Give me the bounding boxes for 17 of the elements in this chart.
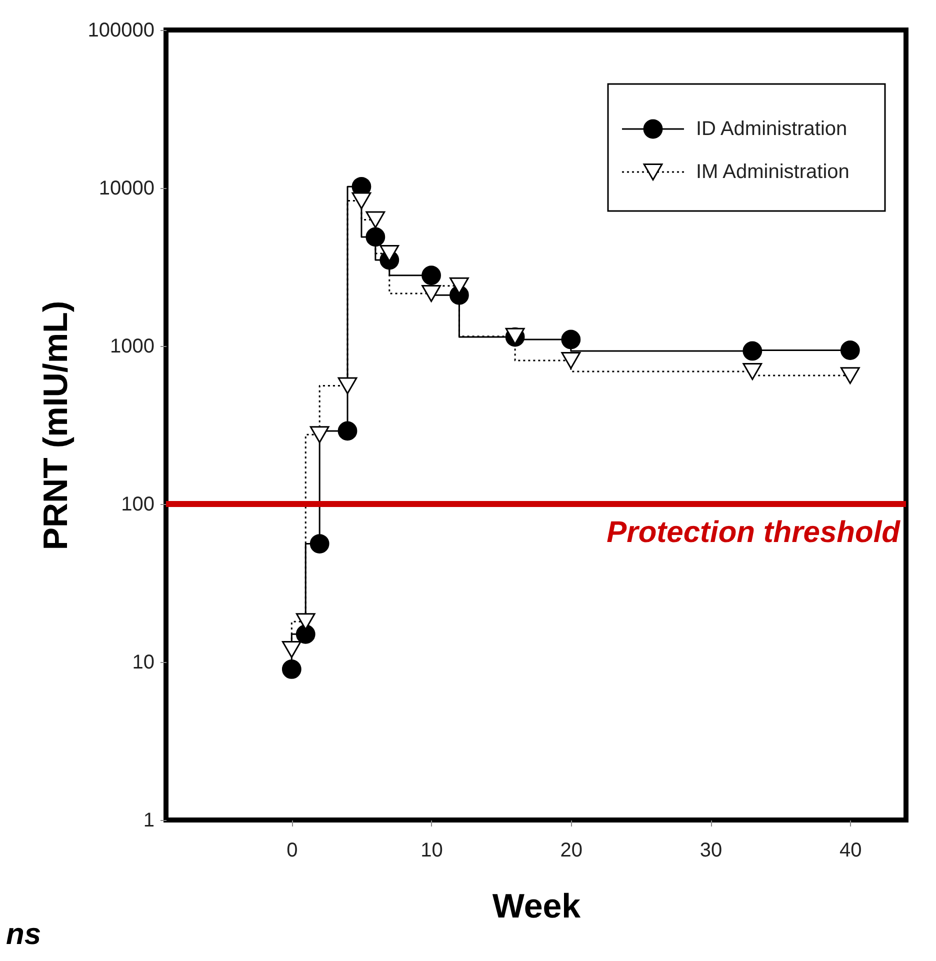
x-axis-title: Week bbox=[492, 888, 581, 926]
x-tick-label: 10 bbox=[420, 840, 443, 862]
x-tick-label: 20 bbox=[560, 840, 583, 862]
y-tick-label: 100000 bbox=[88, 20, 154, 42]
text: ns bbox=[6, 918, 42, 951]
y-axis-title: PRNT (mIU/mL) bbox=[36, 300, 75, 550]
x-tick-label: 40 bbox=[840, 840, 862, 862]
x-tick-label: 0 bbox=[286, 840, 298, 862]
legend-label: IM Administration bbox=[696, 161, 850, 183]
y-tick-label: 100 bbox=[121, 494, 154, 516]
x-tick-label: 30 bbox=[700, 840, 722, 862]
y-tick-label: 1000 bbox=[110, 336, 154, 358]
ref-line-label: Protection threshold bbox=[606, 516, 901, 549]
y-tick-label: 10 bbox=[132, 652, 154, 674]
y-tick-label: 1 bbox=[143, 810, 154, 832]
y-tick-label: 10000 bbox=[98, 178, 154, 200]
legend-label: ID Administration bbox=[696, 118, 848, 140]
